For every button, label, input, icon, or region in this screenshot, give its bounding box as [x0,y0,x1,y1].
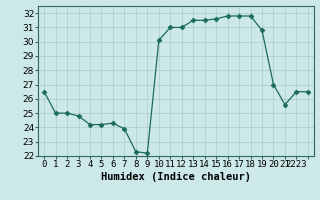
X-axis label: Humidex (Indice chaleur): Humidex (Indice chaleur) [101,172,251,182]
